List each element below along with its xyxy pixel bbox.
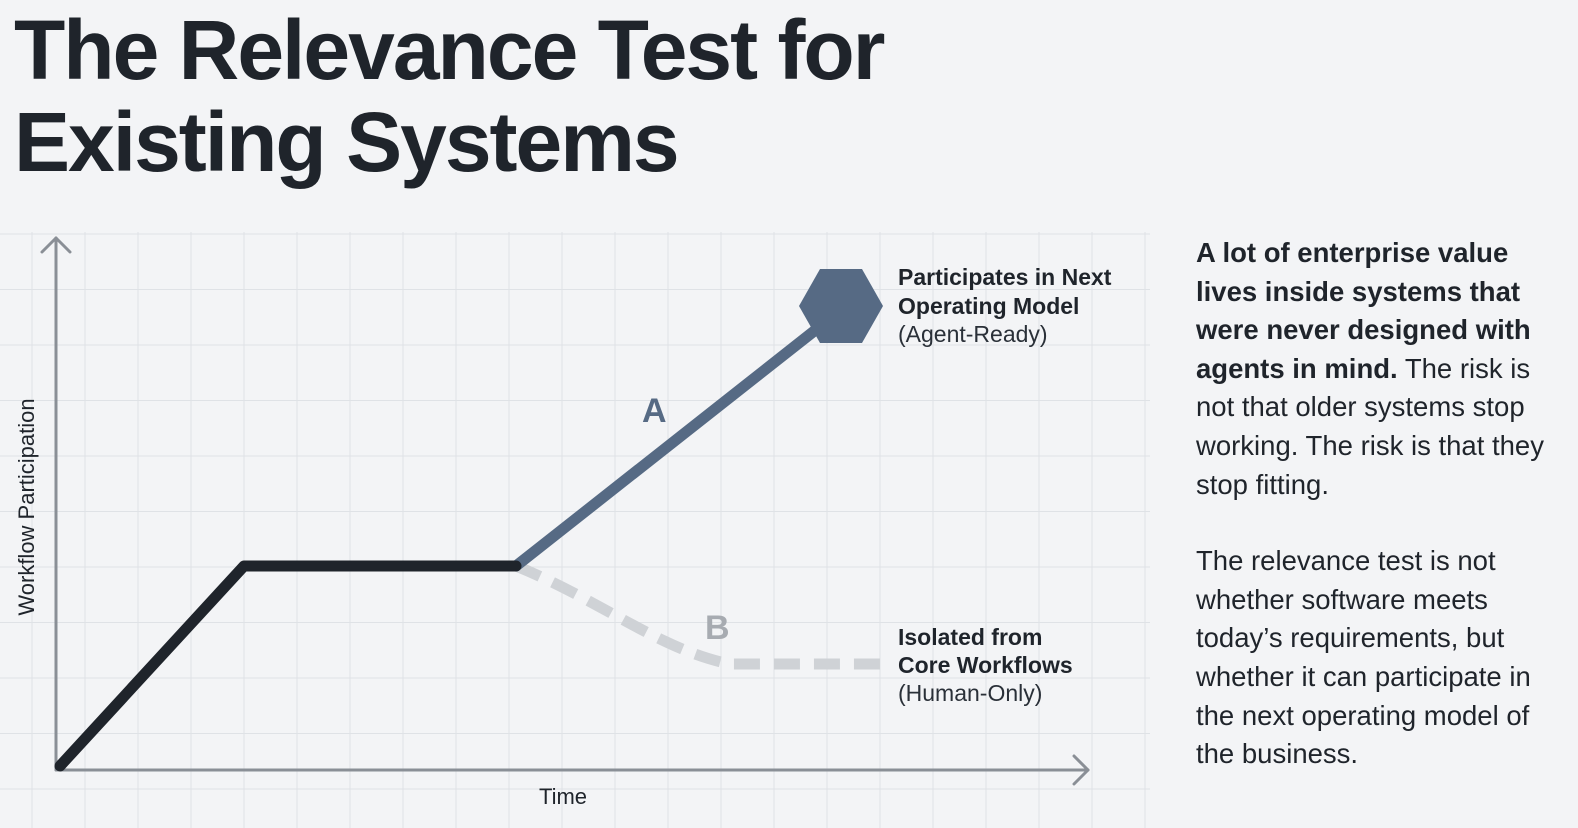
page-title-line2: Existing Systems	[14, 95, 680, 189]
y-axis	[40, 236, 72, 772]
path-b-outcome-qualifier: (Human-Only)	[898, 680, 1042, 706]
x-axis	[54, 754, 1090, 786]
baseline-path	[54, 560, 522, 772]
path-b-line	[513, 560, 880, 670]
page-title-line1: The Relevance Test for	[14, 3, 885, 97]
path-a-outcome-qualifier: (Agent-Ready)	[898, 321, 1048, 347]
side-text: A lot of enterprise value lives inside s…	[1196, 234, 1566, 774]
background-grid	[0, 232, 1150, 828]
hexagon-icon	[799, 269, 883, 343]
path-b-outcome-line1: Isolated from	[898, 624, 1042, 650]
y-axis-label: Workflow Participation	[14, 398, 39, 615]
side-paragraph-1-rest: The risk is not that older systems stop …	[1196, 352, 1544, 500]
x-axis-label: Time	[539, 784, 587, 809]
path-a-letter: A	[642, 392, 667, 430]
path-a-line	[510, 322, 824, 572]
side-paragraph-1-emphasis: A lot of enterprise value lives inside s…	[1196, 237, 1531, 384]
path-b-letter: B	[705, 609, 730, 647]
side-paragraph-2: The relevance test is not whether softwa…	[1196, 545, 1531, 770]
path-b-outcome-line2: Core Workflows	[898, 652, 1073, 678]
path-a-outcome-line2: Operating Model	[898, 293, 1079, 319]
page-title: The Relevance Test for Existing Systems	[14, 4, 1114, 188]
path-a-outcome-line1: Participates in Next	[898, 264, 1112, 290]
side-paragraph-1: A lot of enterprise value lives inside s…	[1196, 234, 1566, 504]
